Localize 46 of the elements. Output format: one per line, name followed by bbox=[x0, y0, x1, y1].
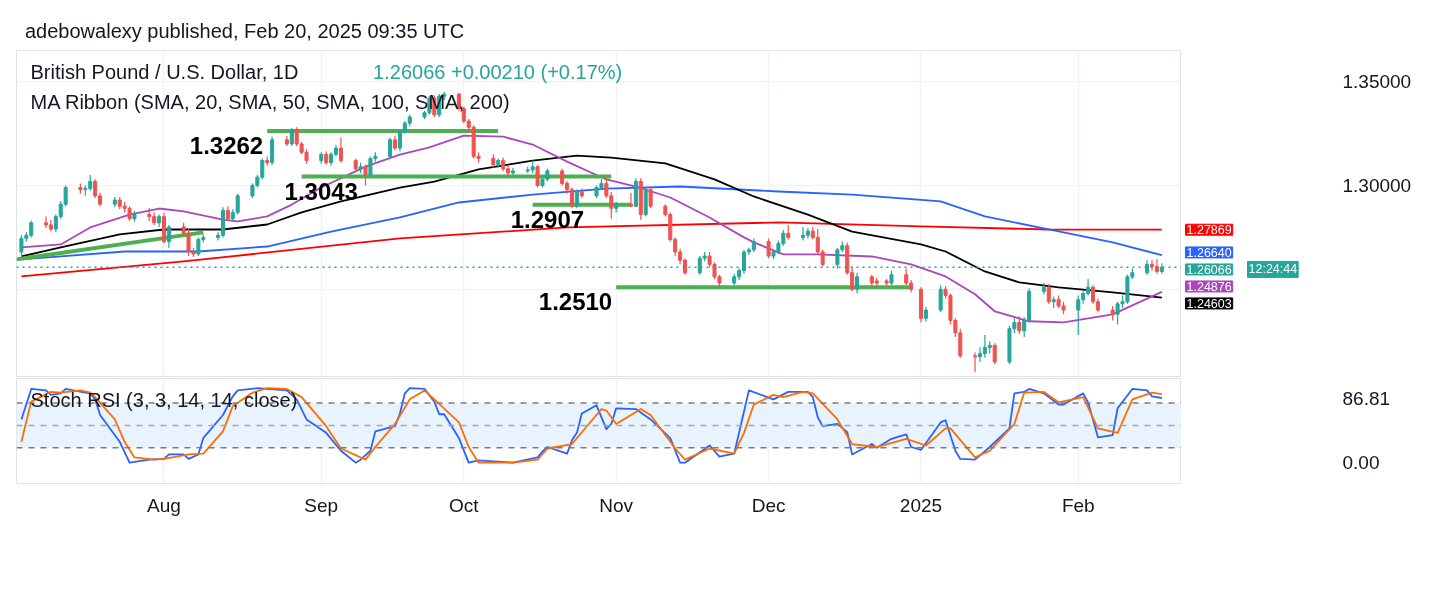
candlestick bbox=[196, 236, 201, 257]
candlestick bbox=[569, 186, 574, 209]
annotation: 1.26066 +0.00210 (+0.17%) bbox=[373, 60, 623, 83]
candlestick bbox=[648, 186, 653, 209]
candlestick bbox=[800, 226, 806, 242]
candlestick bbox=[1149, 259, 1155, 272]
candlestick bbox=[992, 342, 997, 365]
y-tick-label: 86.81 bbox=[1342, 387, 1391, 409]
annotation: 1.27869 bbox=[1186, 223, 1232, 238]
x-tick-label: Aug bbox=[147, 494, 181, 516]
x-tick-label: Oct bbox=[449, 494, 480, 516]
candlestick bbox=[1076, 294, 1081, 336]
candlestick bbox=[938, 284, 943, 313]
candlestick bbox=[973, 352, 978, 373]
x-tick-label: Dec bbox=[751, 494, 786, 516]
candlestick bbox=[235, 193, 240, 216]
y-tick-label: 1.35000 bbox=[1342, 71, 1412, 93]
text: British Pound / U.S. Dollar, 1D bbox=[30, 60, 299, 83]
y-tick-label: 0.00 bbox=[1342, 452, 1380, 474]
annotation: 1.2907 bbox=[510, 205, 585, 233]
candlestick bbox=[338, 137, 343, 164]
candlestick bbox=[574, 189, 579, 209]
x-tick-label: 2025 bbox=[899, 494, 943, 516]
annotation: 1.3262 bbox=[189, 132, 264, 160]
candlestick bbox=[43, 216, 49, 229]
candlestick bbox=[855, 272, 860, 295]
x-tick-label: Sep bbox=[304, 494, 339, 516]
candlestick bbox=[1046, 283, 1051, 305]
x-tick-label: Feb bbox=[1061, 494, 1095, 516]
candlestick bbox=[388, 137, 393, 160]
text: adebowalexy published, Feb 20, 2025 09:35 UTC bbox=[25, 19, 465, 44]
candlestick bbox=[166, 224, 171, 249]
y-tick-label: 1.30000 bbox=[1342, 174, 1412, 196]
annotation: 1.24603 bbox=[1186, 296, 1232, 311]
candlestick bbox=[270, 136, 275, 166]
annotation: 1.24876 bbox=[1186, 279, 1232, 294]
candlestick bbox=[363, 164, 368, 187]
annotation: 1.2510 bbox=[538, 288, 613, 316]
candlestick bbox=[628, 192, 633, 208]
candlestick bbox=[766, 237, 771, 259]
ref-line-label: 1.26066 bbox=[1186, 262, 1232, 277]
x-tick-label: Nov bbox=[599, 494, 634, 516]
annotation: 1.26640 bbox=[1186, 245, 1232, 260]
line-series bbox=[20, 387, 1163, 464]
text: 12:24:44 bbox=[1248, 262, 1298, 277]
candlestick bbox=[535, 164, 540, 189]
